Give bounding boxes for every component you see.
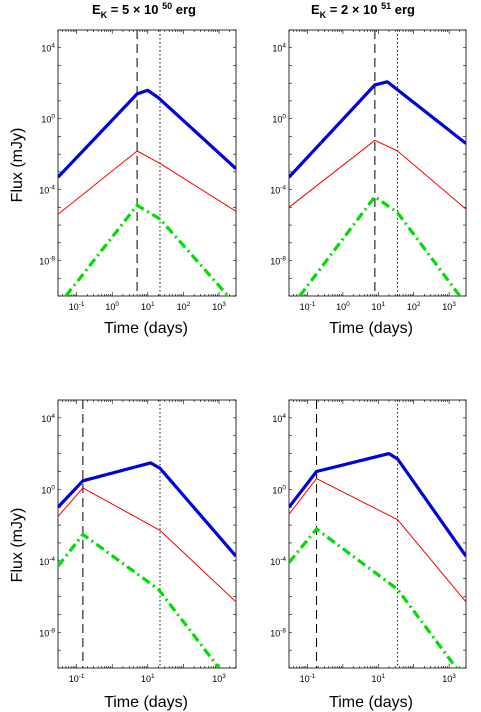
x-tick-label: 103 <box>442 673 456 684</box>
title-subscript: K <box>320 10 327 20</box>
title-base: 10 <box>359 2 381 17</box>
y-axis-label-bottom: Flux (mJy) <box>9 508 26 583</box>
title-base: 10 <box>140 2 162 17</box>
column-title-right: EK = 2 × 10 51 erg <box>311 1 415 20</box>
series-thin-solid-line <box>289 478 466 603</box>
y-tick-label: 100 <box>41 484 55 495</box>
x-tick-label: 100 <box>336 301 350 312</box>
title-unit: erg <box>172 2 196 17</box>
y-tick-label: 104 <box>272 413 286 424</box>
plot-frame <box>288 29 467 297</box>
plot-panel-top-right: 10-1 100 101 102 103 10-8 10-4 100 104 <box>270 29 467 312</box>
x-axis-label-bottom-left: Time (days) <box>104 694 188 711</box>
y-tick-label: 104 <box>41 43 55 54</box>
x-tick-label: 10-1 <box>69 673 85 684</box>
y-tick-label: 100 <box>41 114 55 125</box>
series-thin-solid-line <box>58 150 236 215</box>
x-tick-label: 10-1 <box>300 301 316 312</box>
x-axis-label-top-right: Time (days) <box>329 320 413 337</box>
y-tick-label: 100 <box>272 114 286 125</box>
x-tick-label: 103 <box>442 301 456 312</box>
series-thick-solid-line <box>58 461 236 558</box>
y-axis-label-top: Flux (mJy) <box>9 128 26 203</box>
y-tick-label: 10-8 <box>270 256 286 267</box>
series-thick-solid-line <box>58 88 236 179</box>
y-tick-label: 100 <box>272 484 286 495</box>
plot-panel-top-left: 10-1 100 101 102 103 10-8 10-4 100 104 <box>39 29 237 312</box>
y-tick-label: 10-4 <box>39 185 55 196</box>
y-tick-label: 10-4 <box>270 556 286 567</box>
y-tick-label: 10-8 <box>39 256 55 267</box>
y-tick-label: 104 <box>41 413 55 424</box>
plot-frame <box>57 29 237 297</box>
title-symbol: E <box>92 2 101 17</box>
series-thin-solid-line <box>289 139 466 210</box>
plot-frame <box>57 399 237 669</box>
y-tick-label: 10-4 <box>270 185 286 196</box>
title-exponent: 51 <box>381 1 391 11</box>
title-value: = 2 <box>326 2 352 17</box>
series-dash-dot-line <box>298 195 462 296</box>
series-thick-solid-line <box>289 452 466 558</box>
series-thick-solid-line <box>289 80 466 179</box>
series-dash-dot-line <box>58 532 221 668</box>
series-dash-dot-line <box>289 527 458 668</box>
title-exponent: 50 <box>162 1 172 11</box>
x-tick-label: 10-1 <box>300 673 316 684</box>
x-tick-label: 101 <box>141 673 155 684</box>
x-tick-label: 101 <box>371 673 385 684</box>
plot-frame <box>288 399 467 669</box>
plot-panel-bottom-left: 10-1 101 103 10-8 10-4 100 104 <box>39 399 237 684</box>
x-axis-label-top-left: Time (days) <box>104 320 188 337</box>
x-tick-label: 103 <box>212 673 226 684</box>
y-tick-label: 10-8 <box>39 627 55 638</box>
y-tick-label: 10-8 <box>270 627 286 638</box>
y-tick-label: 104 <box>272 43 286 54</box>
x-tick-label: 101 <box>141 301 155 312</box>
title-subscript: K <box>101 10 108 20</box>
column-title-left: EK = 5 × 10 50 erg <box>92 1 196 20</box>
series-thin-solid-line <box>58 487 236 603</box>
series-dash-dot-line <box>64 203 230 296</box>
plot-panel-bottom-right: 10-1 101 103 10-8 10-4 100 104 <box>270 399 467 684</box>
x-tick-label: 102 <box>177 301 191 312</box>
x-tick-label: 103 <box>212 301 226 312</box>
x-tick-label: 101 <box>371 301 385 312</box>
title-times: × <box>352 2 360 17</box>
x-tick-label: 102 <box>407 301 421 312</box>
x-tick-label: 100 <box>105 301 119 312</box>
title-symbol: E <box>311 2 320 17</box>
title-value: = 5 <box>107 2 133 17</box>
y-tick-label: 10-4 <box>39 556 55 567</box>
title-times: × <box>133 2 141 17</box>
x-axis-label-bottom-right: Time (days) <box>329 694 413 711</box>
x-tick-label: 10-1 <box>69 301 85 312</box>
title-unit: erg <box>391 2 415 17</box>
